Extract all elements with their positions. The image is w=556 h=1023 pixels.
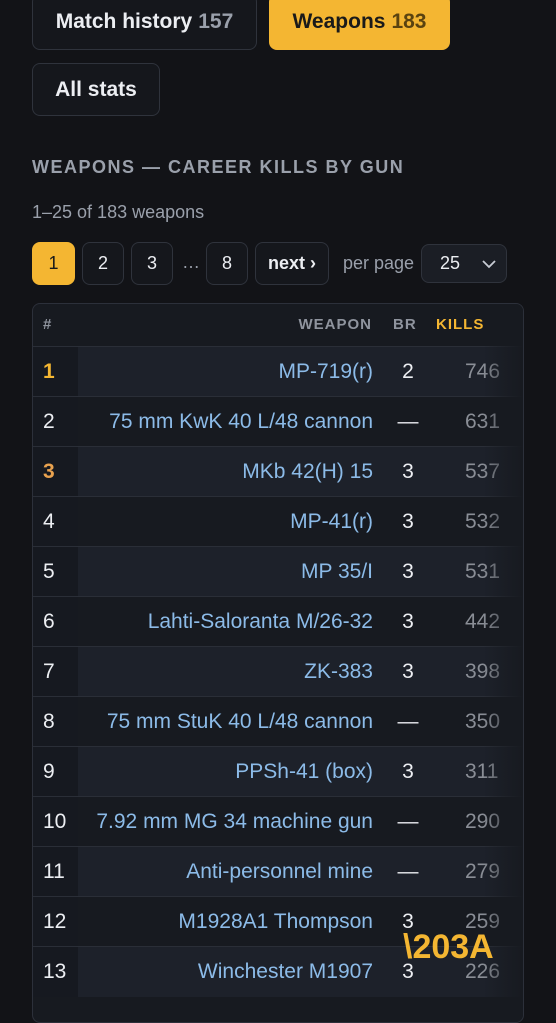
- watermark: \203A: [403, 928, 494, 966]
- col-header[interactable]: WEAPON: [298, 316, 372, 333]
- weapon-link[interactable]: PPSh-41 (box): [235, 760, 373, 783]
- section-title: WEAPONS — CAREER KILLS BY GUN: [32, 157, 405, 177]
- weapon-link[interactable]: MKb 42(H) 15: [242, 460, 373, 483]
- weapon-link[interactable]: Winchester M1907: [197, 960, 373, 983]
- kills: 537: [465, 460, 501, 483]
- br: —: [397, 410, 419, 433]
- rank: 6: [33, 597, 78, 647]
- weapon-link[interactable]: 75 mm KwK 40 L/48 cannon: [109, 410, 373, 433]
- per-page-label: per page: [343, 253, 415, 273]
- br: 3: [402, 760, 414, 783]
- weapon-link[interactable]: M1928A1 Thompson: [178, 910, 373, 933]
- col-header[interactable]: BR: [393, 316, 417, 333]
- rank: 13: [33, 947, 78, 997]
- table-row: 3 MKb 42(H) 15 3 537: [33, 446, 523, 497]
- rank: 11: [33, 847, 78, 897]
- tab-label: Match history: [55, 10, 193, 33]
- table-row: 11 Anti-personnel mine — 279: [33, 846, 523, 897]
- per-page-select[interactable]: 25: [421, 244, 507, 283]
- table-row: 5 MP 35/I 3 531: [33, 546, 523, 597]
- kills: 746: [465, 360, 501, 383]
- rank: 3: [33, 447, 78, 497]
- br: 3: [402, 510, 414, 533]
- page-button[interactable]: 1: [32, 242, 75, 285]
- weapon-link[interactable]: ZK-383: [304, 660, 373, 683]
- weapon-link[interactable]: MP 35/I: [301, 560, 373, 583]
- kills: 279: [465, 860, 501, 883]
- summary: 1–25 of 183 weapons: [32, 202, 205, 222]
- next-button[interactable]: next ›: [255, 242, 329, 285]
- page-ellipsis: …: [182, 252, 200, 272]
- table-row: 1 MP-719(r) 2 746: [33, 346, 523, 397]
- br: —: [397, 860, 419, 883]
- br: 3: [402, 660, 414, 683]
- tab[interactable]: Match history 157: [32, 0, 257, 50]
- per-page-value: 25: [440, 253, 461, 273]
- page-button[interactable]: 2: [82, 242, 124, 285]
- kills: 311: [465, 760, 499, 783]
- table-row: 13 Winchester M1907 3 226: [33, 946, 523, 997]
- table-row: 6 Lahti-Saloranta M/26-32 3 442: [33, 596, 523, 647]
- weapon-link[interactable]: 7.92 mm MG 34 machine gun: [96, 810, 373, 833]
- weapon-link[interactable]: Anti-personnel mine: [186, 860, 373, 883]
- rank: 1: [33, 347, 78, 397]
- table-row: 7 ZK-383 3 398: [33, 646, 523, 697]
- rank: 5: [33, 547, 78, 597]
- kills: 290: [465, 810, 501, 833]
- table-row: 10 7.92 mm MG 34 machine gun — 290: [33, 796, 523, 847]
- tab-count: 183: [391, 10, 427, 33]
- tab-count: 157: [198, 10, 234, 33]
- table-row: 2 75 mm KwK 40 L/48 cannon — 631: [33, 396, 523, 447]
- br: 2: [402, 360, 414, 383]
- br: 3: [402, 560, 414, 583]
- col-header: #: [43, 316, 53, 333]
- weapons-table: # WEAPON BR KILLS 1 MP-719(r) 2 746 2 75 mm K…: [32, 303, 524, 1023]
- br: 3: [402, 460, 414, 483]
- page: {"tabs": [ {"label": "Match history", "c…: [32, 0, 524, 1023]
- weapon-link[interactable]: Lahti-Saloranta M/26-32: [147, 610, 373, 633]
- br: 3: [402, 910, 414, 933]
- kills: 532: [465, 510, 501, 533]
- rank: 7: [33, 647, 78, 697]
- rank: 8: [33, 697, 78, 747]
- rank: 9: [33, 747, 78, 797]
- page-button[interactable]: 3: [131, 242, 173, 285]
- tab[interactable]: All stats: [32, 63, 160, 116]
- rank: 10: [33, 797, 78, 847]
- tab[interactable]: Weapons 183: [269, 0, 450, 50]
- chevron-icon: [482, 260, 496, 269]
- col-header[interactable]: KILLS: [436, 316, 485, 333]
- kills: 631: [465, 410, 501, 433]
- table-row: 12 M1928A1 Thompson 3 259: [33, 896, 523, 947]
- weapon-link[interactable]: MP-719(r): [278, 360, 373, 383]
- page-button[interactable]: 8: [206, 242, 248, 285]
- rank: 2: [33, 397, 78, 447]
- kills: 350: [465, 710, 501, 733]
- br: —: [397, 810, 419, 833]
- kills: 442: [465, 610, 501, 633]
- rank: 4: [33, 497, 78, 547]
- rank: 12: [33, 897, 78, 947]
- weapon-link[interactable]: 75 mm StuK 40 L/48 cannon: [106, 710, 373, 733]
- tab-label: Weapons: [292, 10, 386, 33]
- weapon-link[interactable]: MP-41(r): [290, 510, 373, 533]
- tab-label: All stats: [55, 77, 137, 101]
- table-row: 4 MP-41(r) 3 532: [33, 496, 523, 547]
- br: —: [397, 710, 419, 733]
- kills: 398: [465, 660, 501, 683]
- br: 3: [402, 960, 414, 983]
- table-row: 8 75 mm StuK 40 L/48 cannon — 350: [33, 696, 523, 747]
- br: 3: [402, 610, 414, 633]
- table-row: 9 PPSh-41 (box) 3 311: [33, 746, 523, 797]
- kills: 531: [465, 560, 501, 583]
